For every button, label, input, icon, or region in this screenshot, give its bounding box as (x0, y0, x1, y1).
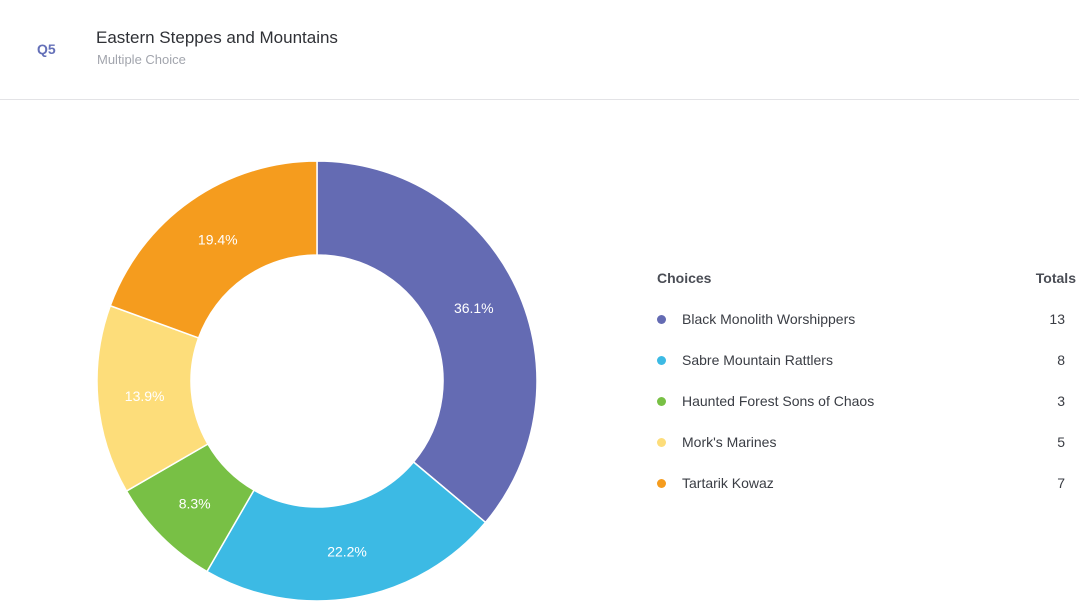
slice-4[interactable] (109, 160, 318, 339)
slice-0[interactable] (316, 160, 538, 524)
legend-label: Sabre Mountain Rattlers (682, 352, 833, 368)
legend-row: Haunted Forest Sons of Chaos 3 (656, 393, 1079, 434)
choices-header: Choices (657, 270, 712, 286)
slice-label-3: 13.9% (125, 388, 165, 404)
legend-rows: Black Monolith Worshippers 13 Sabre Mounta… (656, 311, 1079, 516)
legend-row: Mork's Marines 5 (656, 434, 1079, 475)
question-header: Q5 Eastern Steppes and Mountains Multipl… (0, 0, 1079, 100)
legend-total: 3 (1057, 393, 1065, 409)
legend-total: 13 (1049, 311, 1065, 327)
legend-total: 8 (1057, 352, 1065, 368)
question-type: Multiple Choice (97, 52, 186, 67)
legend-dot-icon (657, 438, 666, 447)
slice-label-0: 36.1% (454, 300, 494, 316)
slice-label-1: 22.2% (327, 543, 367, 559)
question-title: Eastern Steppes and Mountains (96, 28, 338, 47)
legend-dot-icon (657, 397, 666, 406)
question-number: Q5 (37, 41, 56, 57)
legend: Choices Totals Black Monolith Worshipper… (656, 270, 1079, 516)
legend-dot-icon (657, 479, 666, 488)
legend-header: Choices Totals (656, 270, 1079, 288)
legend-label: Tartarik Kowaz (682, 475, 774, 491)
legend-row: Black Monolith Worshippers 13 (656, 311, 1079, 352)
totals-header: Totals (1035, 270, 1076, 286)
legend-dot-icon (657, 356, 666, 365)
legend-label: Mork's Marines (682, 434, 777, 450)
legend-row: Sabre Mountain Rattlers 8 (656, 352, 1079, 393)
legend-total: 7 (1057, 475, 1065, 491)
slice-1[interactable] (205, 460, 487, 602)
legend-label: Haunted Forest Sons of Chaos (682, 393, 875, 409)
legend-total: 5 (1057, 434, 1065, 450)
legend-label: Black Monolith Worshippers (682, 311, 856, 327)
donut-chart: 36.1% 22.2% 8.3% 13.9% 19.4% (96, 160, 538, 602)
legend-dot-icon (657, 315, 666, 324)
legend-row: Tartarik Kowaz 7 (656, 475, 1079, 516)
slice-label-2: 8.3% (179, 495, 211, 511)
slice-label-4: 19.4% (198, 231, 238, 247)
